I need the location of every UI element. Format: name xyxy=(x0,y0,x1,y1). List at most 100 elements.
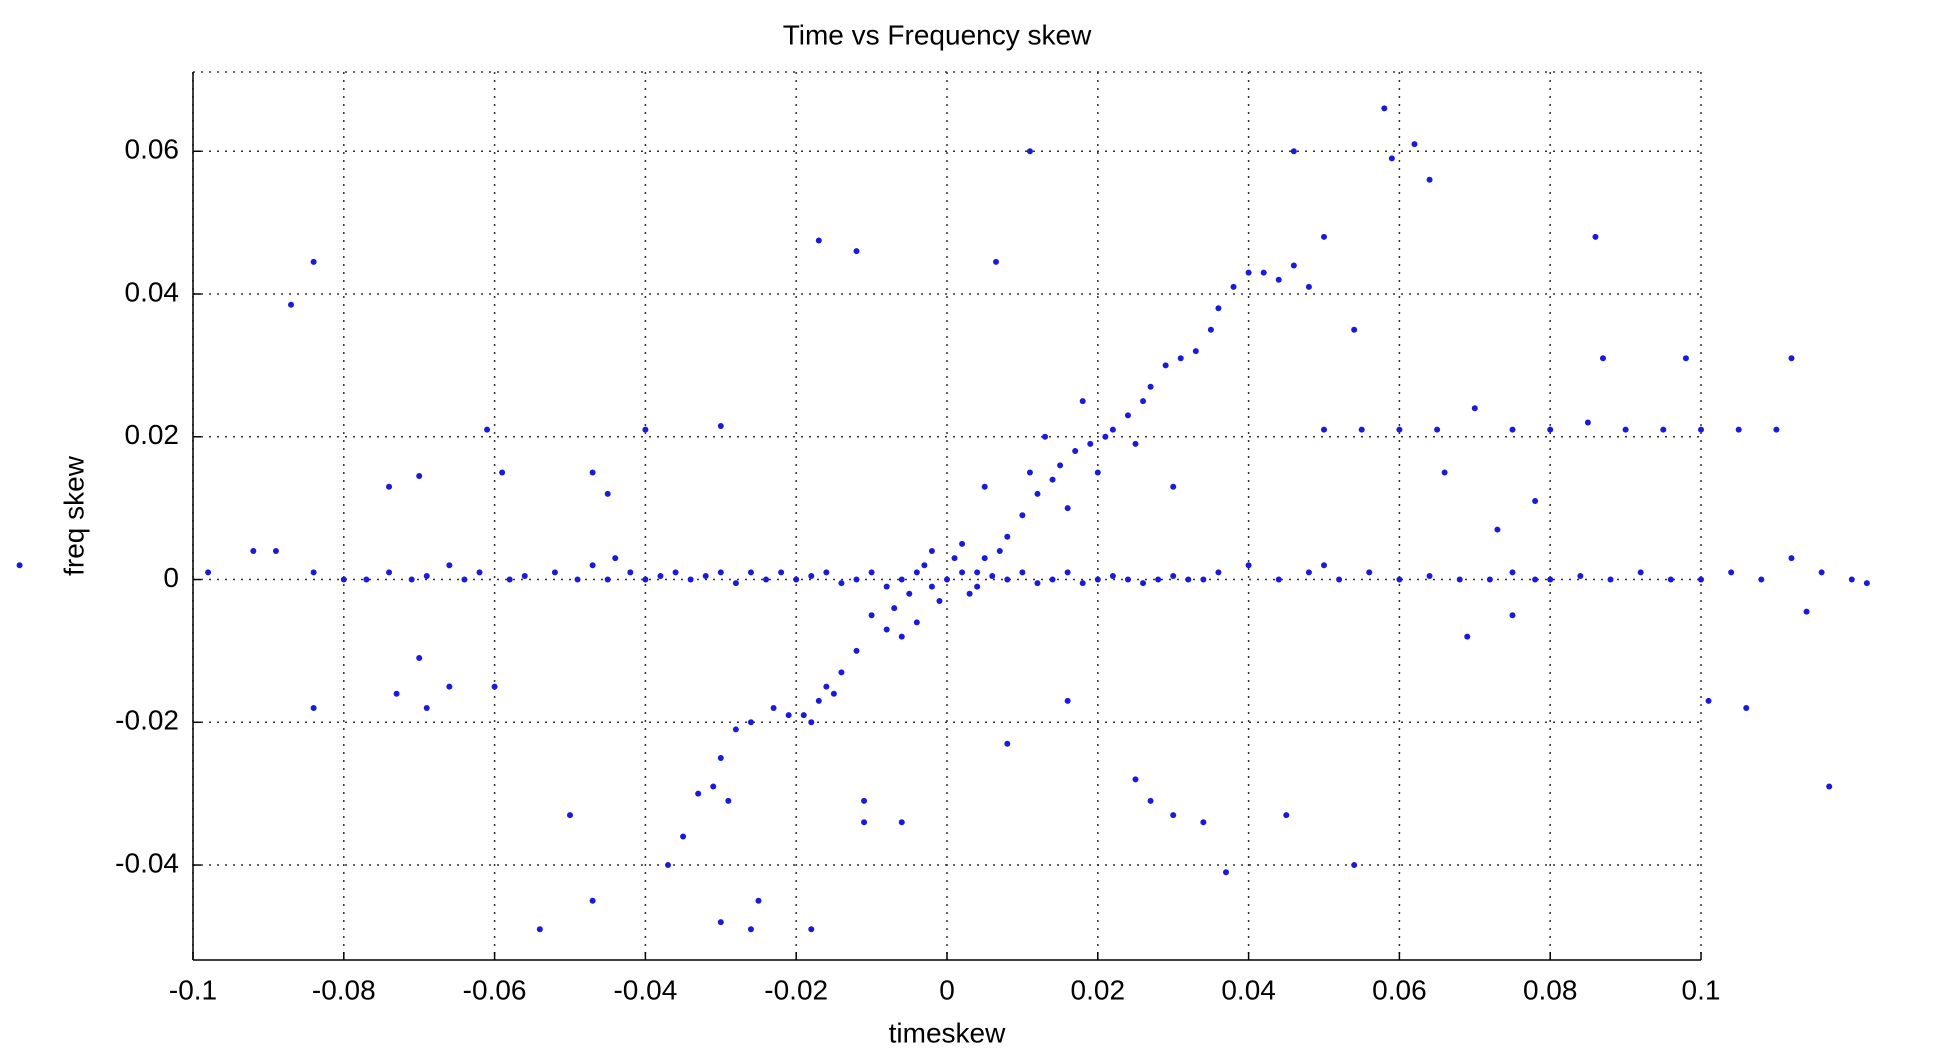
x-tick-label: 0 xyxy=(939,974,955,1005)
point xyxy=(1509,426,1516,433)
x-tick-label: 0.08 xyxy=(1523,974,1578,1005)
chart-title: Time vs Frequency skew xyxy=(783,19,1092,50)
point xyxy=(989,572,996,579)
x-tick-label: 0.06 xyxy=(1372,974,1427,1005)
point xyxy=(1773,426,1780,433)
point xyxy=(1728,569,1735,576)
point xyxy=(1200,576,1207,583)
point xyxy=(1366,569,1373,576)
point xyxy=(853,647,860,654)
point xyxy=(1509,612,1516,619)
point xyxy=(1230,283,1237,290)
point xyxy=(589,897,596,904)
point xyxy=(1411,141,1418,148)
point xyxy=(1486,576,1493,583)
point xyxy=(1064,697,1071,704)
point xyxy=(1275,576,1282,583)
point xyxy=(710,783,717,790)
point xyxy=(1155,576,1162,583)
point xyxy=(868,569,875,576)
point xyxy=(672,569,679,576)
point xyxy=(416,473,423,480)
point xyxy=(717,423,724,430)
point xyxy=(898,576,905,583)
y-axis-label: freq skew xyxy=(58,455,89,576)
point xyxy=(1004,576,1011,583)
y-tick-label: -0.04 xyxy=(115,847,179,878)
point xyxy=(913,619,920,626)
point xyxy=(1034,580,1041,587)
point xyxy=(1532,498,1539,505)
point xyxy=(1351,326,1358,333)
point xyxy=(1004,740,1011,747)
point xyxy=(491,683,498,690)
point xyxy=(1026,148,1033,155)
point xyxy=(1434,426,1441,433)
point xyxy=(861,797,868,804)
point xyxy=(1109,572,1116,579)
point xyxy=(853,576,860,583)
point xyxy=(996,547,1003,554)
point xyxy=(1471,405,1478,412)
point xyxy=(1336,576,1343,583)
point xyxy=(898,633,905,640)
point xyxy=(1185,576,1192,583)
x-tick-label: 0.1 xyxy=(1682,974,1721,1005)
point xyxy=(1222,869,1229,876)
y-tick-label: -0.02 xyxy=(115,705,179,736)
point xyxy=(1109,426,1116,433)
point xyxy=(1396,426,1403,433)
point xyxy=(288,301,295,308)
point xyxy=(725,797,732,804)
point xyxy=(521,572,528,579)
point xyxy=(604,576,611,583)
point xyxy=(1064,505,1071,512)
point xyxy=(974,569,981,576)
point xyxy=(1351,862,1358,869)
point xyxy=(1215,569,1222,576)
point xyxy=(1260,269,1267,276)
point xyxy=(763,576,770,583)
point xyxy=(1170,812,1177,819)
point xyxy=(612,555,619,562)
point xyxy=(1094,576,1101,583)
point xyxy=(1170,572,1177,579)
point xyxy=(680,833,687,840)
point xyxy=(1283,812,1290,819)
point xyxy=(423,572,430,579)
point xyxy=(461,576,468,583)
point xyxy=(1057,462,1064,469)
point xyxy=(1004,533,1011,540)
point xyxy=(1321,562,1327,569)
point xyxy=(906,590,913,597)
point xyxy=(1532,576,1539,583)
point xyxy=(1592,233,1599,240)
point xyxy=(310,258,317,265)
point xyxy=(808,572,815,579)
point xyxy=(1358,426,1365,433)
point xyxy=(1132,776,1139,783)
point xyxy=(1803,608,1810,615)
point xyxy=(944,576,950,583)
point xyxy=(1079,580,1086,587)
x-tick-label: 0.04 xyxy=(1221,974,1276,1005)
point xyxy=(642,426,649,433)
point xyxy=(1788,555,1795,562)
y-tick-label: 0.04 xyxy=(125,276,180,307)
point xyxy=(423,705,430,712)
point xyxy=(732,580,739,587)
point xyxy=(883,626,890,633)
x-axis-label: timeskew xyxy=(889,1017,1006,1048)
point xyxy=(830,690,837,697)
point xyxy=(1682,355,1689,362)
point xyxy=(499,469,506,476)
point xyxy=(966,590,973,597)
x-tick-label: -0.02 xyxy=(764,974,828,1005)
point xyxy=(793,576,800,583)
point xyxy=(589,469,596,476)
point xyxy=(755,897,762,904)
point xyxy=(936,597,943,604)
point xyxy=(778,569,785,576)
point xyxy=(1170,483,1177,490)
point xyxy=(1049,476,1056,483)
